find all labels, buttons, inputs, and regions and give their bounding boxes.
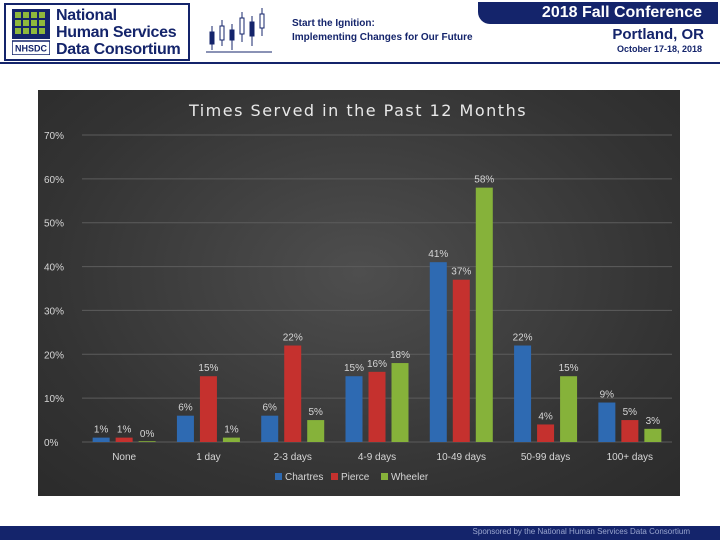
bar-pierce — [537, 424, 555, 442]
legend: Chartres Pierce Wheeler — [275, 472, 429, 483]
bar-pierce — [115, 437, 133, 442]
y-tick-label: 70% — [44, 131, 64, 142]
bar-chartres — [345, 376, 363, 442]
legend-swatch-wheeler — [381, 473, 388, 480]
data-label: 18% — [390, 350, 410, 361]
sponsor-text: Sponsored by the National Human Services… — [472, 527, 690, 536]
data-label: 1% — [117, 425, 132, 436]
bar-wheeler — [644, 428, 662, 442]
data-label: 0% — [140, 429, 155, 440]
legend-label-pierce: Pierce — [341, 472, 370, 483]
y-tick-label: 60% — [44, 175, 64, 186]
data-label: 6% — [178, 403, 193, 414]
bar-chartres — [598, 402, 616, 442]
bar-wheeler — [475, 187, 493, 442]
bar-chartres — [176, 415, 194, 442]
x-axis-ticks: None 1 day 2-3 days 4-9 days 10-49 days 50-99… — [112, 452, 653, 463]
logo-small-text: NHSDC — [15, 44, 48, 54]
slide-footer: Sponsored by the National Human Services… — [0, 526, 720, 540]
slide-header: NHSDC National Human Services Data Conso… — [0, 0, 720, 64]
data-label: 15% — [344, 363, 364, 374]
x-tick-label: 100+ days — [607, 452, 653, 463]
bar-wheeler — [138, 441, 156, 442]
chart-title: Times Served in the Past 12 Months — [188, 101, 527, 120]
x-tick-label: 50-99 days — [521, 452, 570, 463]
legend-swatch-pierce — [331, 473, 338, 480]
data-label: 1% — [224, 425, 239, 436]
bar-chartres — [429, 262, 447, 442]
y-tick-label: 40% — [44, 263, 64, 274]
data-label: 9% — [600, 390, 615, 401]
bar-pierce — [452, 279, 470, 442]
x-tick-label: None — [112, 452, 136, 463]
x-tick-label: 2-3 days — [274, 452, 312, 463]
nhsdc-logo: NHSDC National Human Services Data Conso… — [4, 3, 190, 61]
logo-line-3: Data Consortium — [56, 41, 181, 58]
conference-location: Portland, OR — [612, 26, 704, 43]
bar-chartres — [514, 345, 532, 442]
data-label: 4% — [538, 411, 553, 422]
conference-dates: October 17-18, 2018 — [616, 44, 702, 54]
legend-swatch-chartres — [275, 473, 282, 480]
bar-chartres — [261, 415, 279, 442]
chart-panel: Times Served in the Past 12 Months 0% 10%… — [38, 90, 680, 496]
header-divider — [0, 62, 720, 64]
legend-label-chartres: Chartres — [285, 472, 323, 483]
bars — [92, 187, 662, 442]
tagline-1: Start the Ignition: — [292, 18, 375, 29]
data-label: 37% — [451, 267, 471, 278]
x-tick-label: 10-49 days — [437, 452, 486, 463]
data-label: 22% — [513, 333, 533, 344]
conference-title: 2018 Fall Conference — [541, 4, 702, 21]
data-label: 5% — [623, 407, 638, 418]
data-labels: 1% 1% 0%6%15%1%6%22%5%15% 16%18%41%37%58%22… — [94, 175, 660, 440]
legend-label-wheeler: Wheeler — [391, 472, 429, 483]
data-label: 1% — [94, 425, 109, 436]
bar-wheeler — [391, 363, 409, 442]
tagline-2: Implementing Changes for Our Future — [292, 32, 473, 43]
data-label: 5% — [308, 407, 323, 418]
y-tick-label: 10% — [44, 394, 64, 405]
data-label: 22% — [283, 333, 303, 344]
y-tick-label: 50% — [44, 219, 64, 230]
bar-wheeler — [307, 420, 325, 442]
data-label: 15% — [559, 363, 579, 374]
x-tick-label: 1 day — [196, 452, 220, 463]
bar-chart: Times Served in the Past 12 Months 0% 10%… — [44, 101, 672, 483]
logo-line-2: Human Services — [56, 24, 177, 41]
x-tick-label: 4-9 days — [358, 452, 396, 463]
candlestick-chart-icon — [206, 8, 272, 53]
logo-grid-icon: NHSDC — [12, 9, 50, 55]
data-label: 41% — [428, 249, 448, 260]
bar-chartres — [92, 437, 110, 442]
data-label: 15% — [198, 363, 218, 374]
data-label: 6% — [262, 403, 277, 414]
data-label: 16% — [367, 359, 387, 370]
data-label: 58% — [474, 175, 494, 186]
bar-pierce — [368, 371, 386, 442]
y-tick-label: 30% — [44, 306, 64, 317]
y-tick-label: 0% — [44, 438, 59, 449]
data-label: 3% — [646, 416, 661, 427]
conference-banner: 2018 Fall Conference — [478, 2, 718, 24]
logo-line-1: National — [56, 7, 117, 24]
bar-wheeler — [560, 376, 578, 442]
bar-pierce — [199, 376, 217, 442]
bar-pierce — [621, 420, 639, 442]
y-tick-label: 20% — [44, 350, 64, 361]
bar-wheeler — [222, 437, 240, 442]
y-axis-ticks: 0% 10% 20% 30% 40% 50% 60% 70% — [44, 131, 64, 449]
bar-pierce — [284, 345, 302, 442]
